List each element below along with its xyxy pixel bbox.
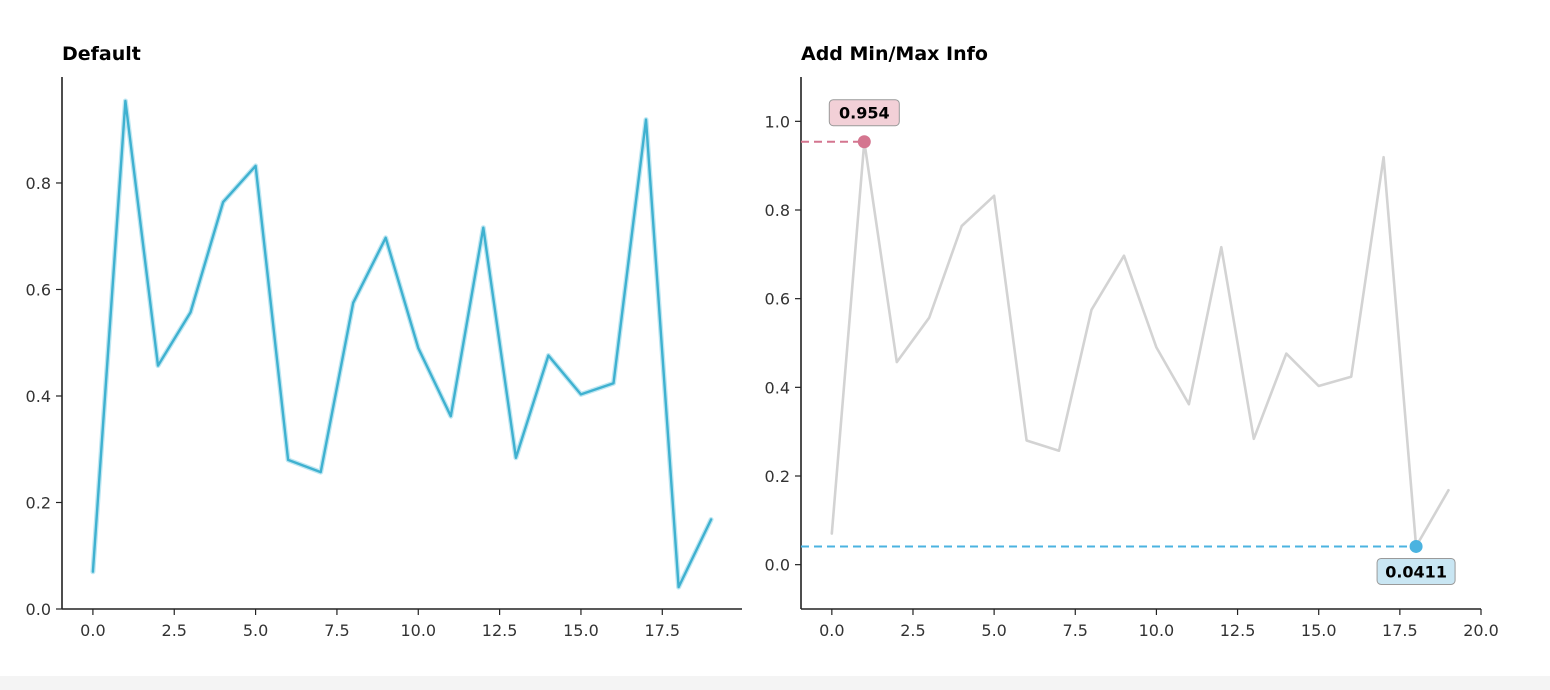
y-tick-label: 0.6 [26, 280, 51, 299]
x-tick-label: 12.5 [1220, 621, 1256, 640]
min-label-box [1376, 557, 1456, 585]
chart-title: Default [62, 43, 141, 65]
x-tick-label: 20.0 [1463, 621, 1499, 640]
x-tick-label: 2.5 [900, 621, 925, 640]
max-marker [857, 135, 871, 149]
y-tick-label: 0.8 [765, 201, 790, 220]
max-label: 0.954 [839, 104, 890, 123]
y-tick-label: 0.0 [765, 556, 790, 575]
y-tick-label: 0.6 [765, 290, 790, 309]
chart-default: Default 0.0 0.2 0.4 0.6 0.8 0.0 2.5 5.0 7.5 10.0 12… [26, 43, 742, 640]
x-tick-label: 10.0 [1139, 621, 1175, 640]
y-tick-label: 0.0 [26, 600, 51, 619]
x-tick-label: 7.5 [1063, 621, 1088, 640]
y-tick-label: 0.4 [26, 387, 51, 406]
y-tick-label: 1.0 [765, 112, 790, 131]
max-label-box [828, 99, 900, 127]
y-tick-label: 0.2 [765, 467, 790, 486]
x-tick-label: 17.5 [644, 621, 680, 640]
min-marker [1409, 539, 1423, 553]
x-tick-label: 5.0 [981, 621, 1006, 640]
x-tick-label: 2.5 [162, 621, 187, 640]
x-tick-label: 0.0 [80, 621, 105, 640]
x-tick-label: 7.5 [324, 621, 349, 640]
x-tick-label: 17.5 [1382, 621, 1418, 640]
x-tick-label: 15.0 [563, 621, 599, 640]
x-tick-label: 12.5 [482, 621, 518, 640]
y-tick-label: 0.4 [765, 378, 790, 397]
x-tick-label: 5.0 [243, 621, 268, 640]
x-tick-label: 15.0 [1301, 621, 1337, 640]
x-tick-label: 10.0 [400, 621, 436, 640]
series-line [830, 140, 1450, 548]
y-tick-label: 0.8 [26, 174, 51, 193]
x-tick-label: 0.0 [819, 621, 844, 640]
chart-minmax: Add Min/Max Info 0.0 0.2 0.4 0.6 0.8 1.0 0.0 2.5… [765, 43, 1499, 640]
chart-title: Add Min/Max Info [801, 43, 988, 65]
bottom-strip [0, 676, 1550, 690]
series-line [91, 99, 713, 589]
chart-canvas: Default 0.0 0.2 0.4 0.6 0.8 0.0 2.5 5.0 7.5 10.0 12… [26, 43, 1499, 640]
y-tick-label: 0.2 [26, 493, 51, 512]
min-label: 0.0411 [1385, 562, 1447, 581]
